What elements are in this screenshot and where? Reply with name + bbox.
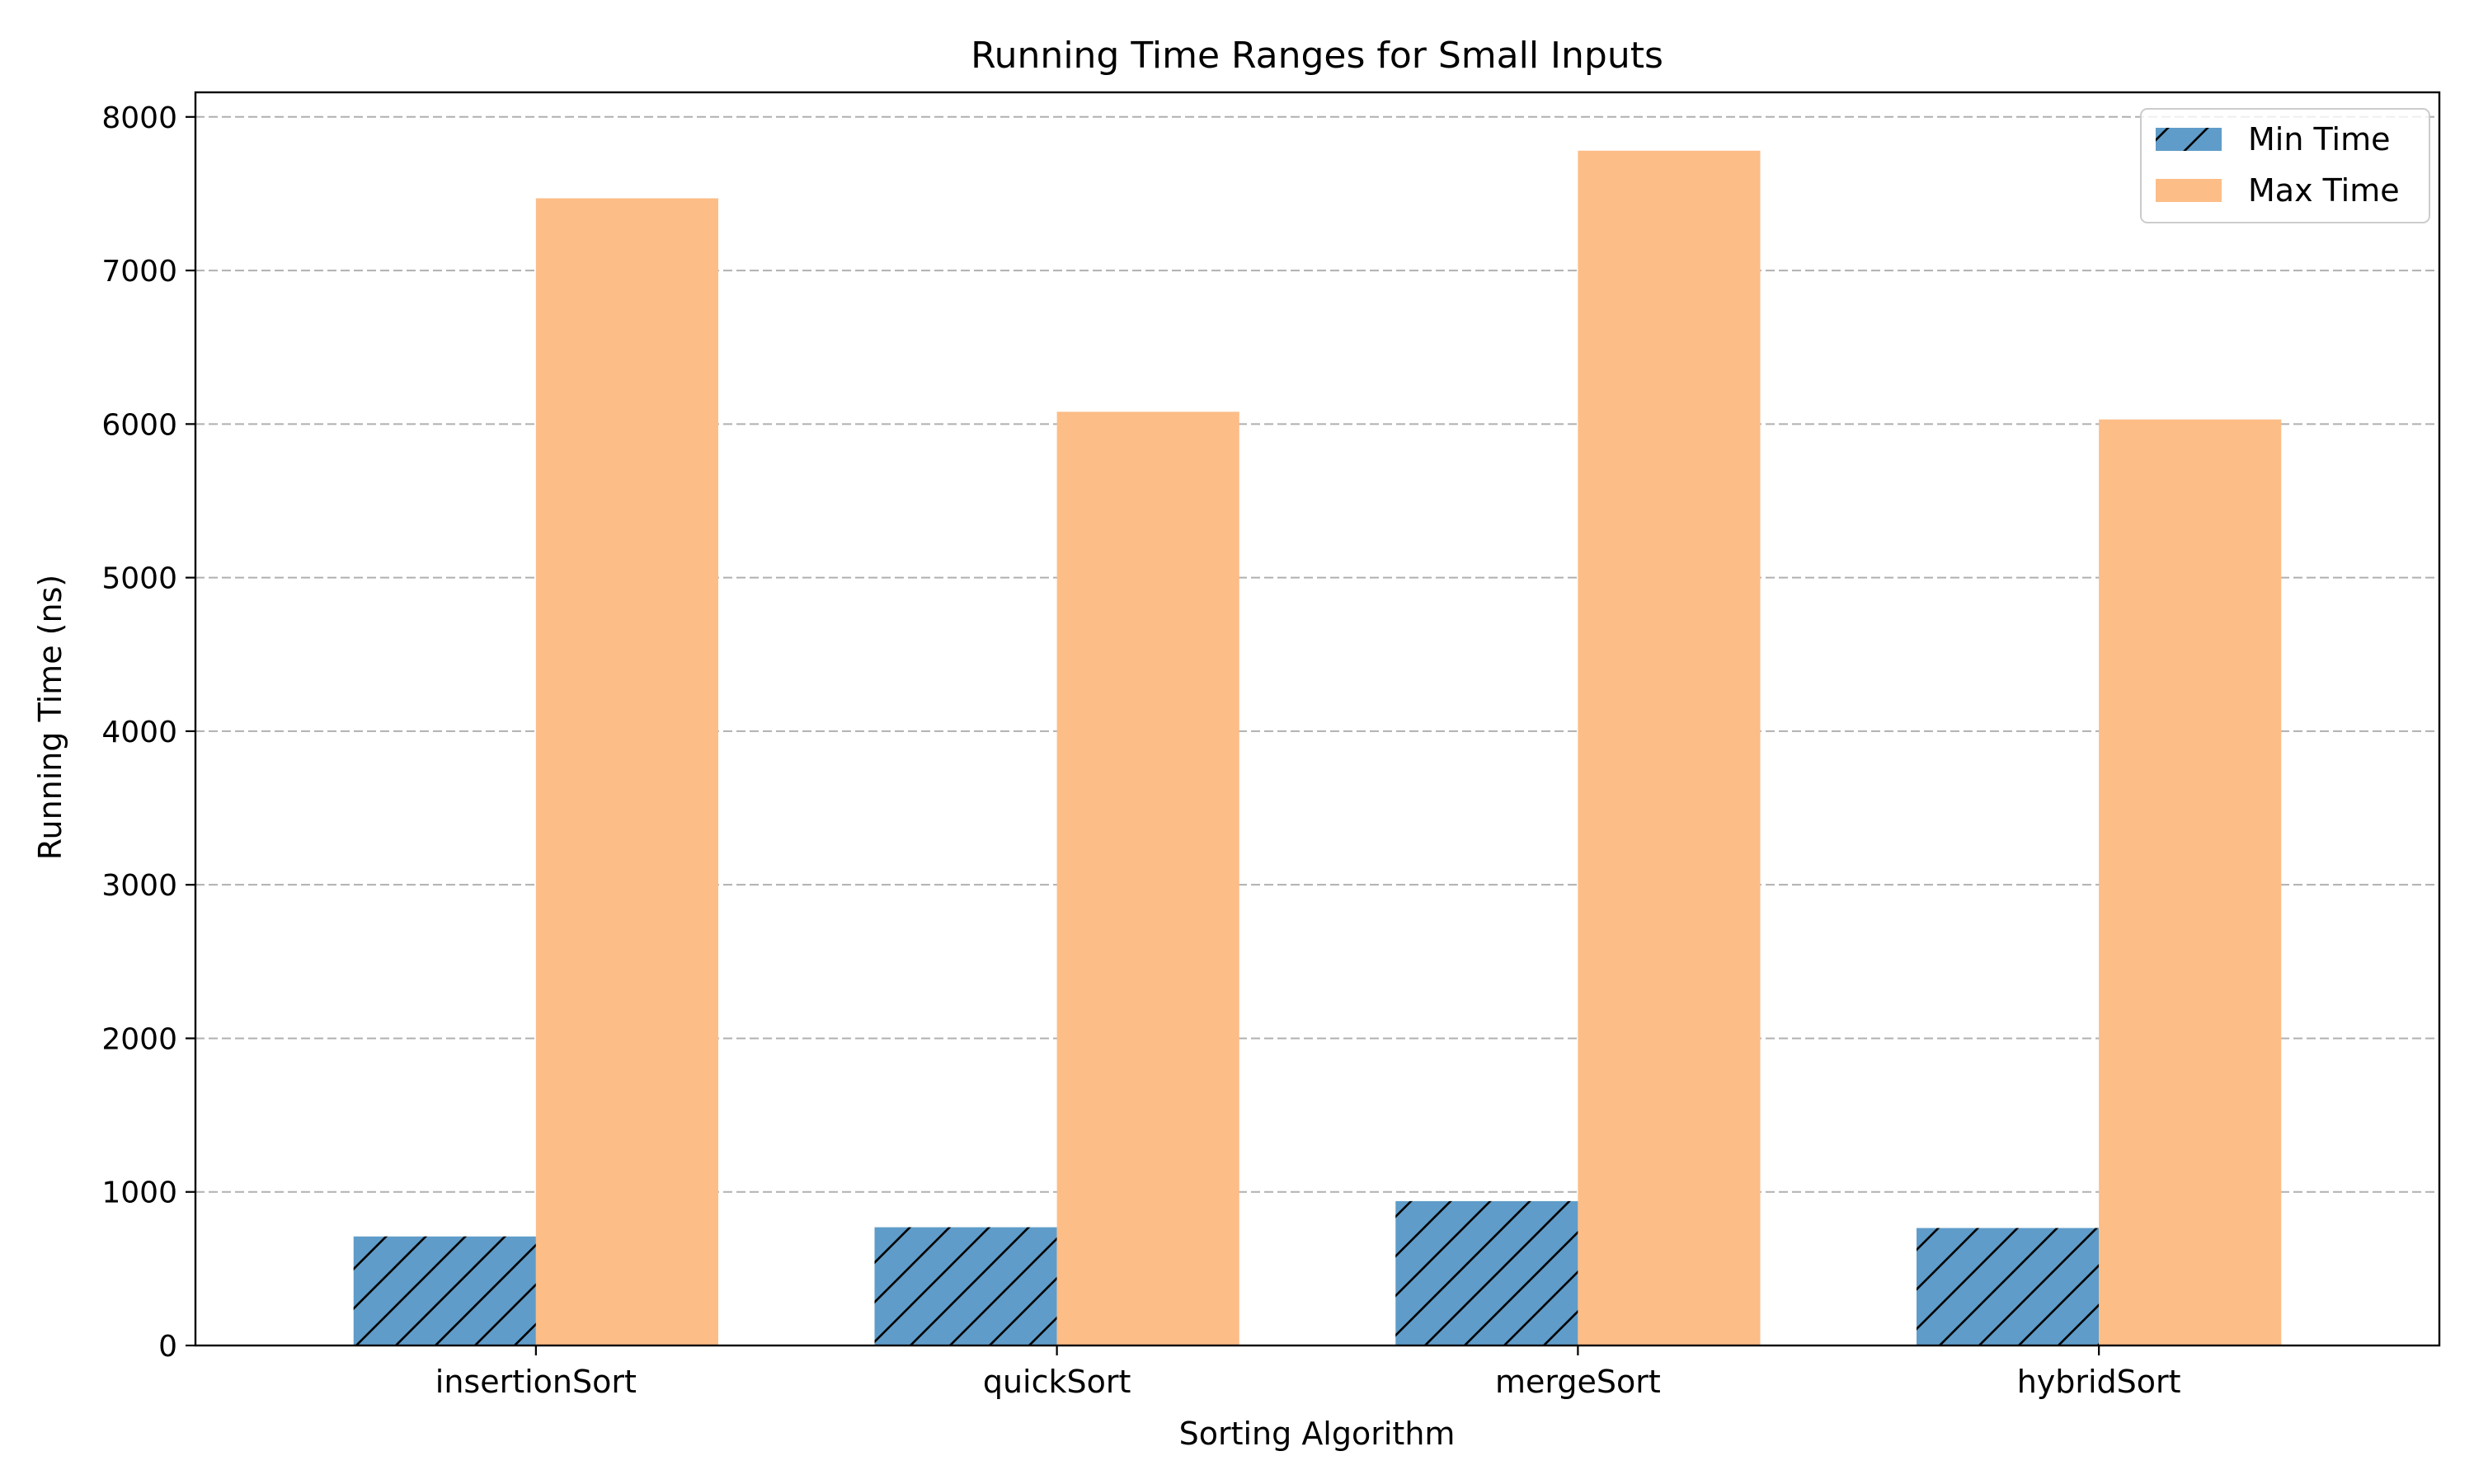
- x-axis-label: Sorting Algorithm: [1179, 1416, 1456, 1452]
- y-tick-label: 2000: [101, 1022, 177, 1056]
- bar-max-time: [2099, 419, 2282, 1346]
- bar-max-time: [1578, 150, 1761, 1346]
- bar-min-time-hatch: [1395, 1200, 1578, 1345]
- x-tick-label: quickSort: [983, 1364, 1131, 1400]
- x-tick-label: insertionSort: [435, 1364, 637, 1400]
- y-tick-label: 7000: [101, 255, 177, 289]
- legend-swatch-min-time-hatch: [2156, 128, 2222, 151]
- bar-min-time-hatch: [1917, 1228, 2100, 1345]
- legend-label-max-time: Max Time: [2248, 172, 2400, 209]
- y-tick-label: 1000: [101, 1176, 177, 1210]
- legend-label-min-time: Min Time: [2248, 121, 2391, 157]
- y-axis-ticks: 0 1000 2000 3000 4000 5000 6000 7000 8000: [101, 101, 195, 1364]
- y-tick-label: 3000: [101, 869, 177, 903]
- bar-min-time-hatch: [353, 1236, 536, 1345]
- x-axis-ticks: insertionSort quickSort mergeSort hybridSor…: [435, 1345, 2181, 1400]
- legend: Min Time Max Time: [2140, 108, 2430, 223]
- axes-frame: [194, 91, 2441, 1347]
- y-tick-label: 6000: [101, 408, 177, 442]
- y-tick-label: 4000: [101, 716, 177, 749]
- bar-max-time: [1056, 411, 1239, 1346]
- x-tick-label: mergeSort: [1495, 1364, 1661, 1400]
- bar-max-time: [535, 198, 718, 1345]
- legend-swatch-max-time: [2156, 179, 2222, 202]
- y-tick-label: 0: [158, 1330, 177, 1364]
- y-tick-label: 5000: [101, 562, 177, 596]
- bar-min-time-hatch: [874, 1227, 1057, 1345]
- x-tick-label: hybridSort: [2017, 1364, 2181, 1400]
- y-axis-label: Running Time (ns): [32, 575, 68, 860]
- chart-title: Running Time Ranges for Small Inputs: [971, 35, 1663, 77]
- y-tick-label: 8000: [101, 101, 177, 135]
- bars: [353, 150, 2282, 1346]
